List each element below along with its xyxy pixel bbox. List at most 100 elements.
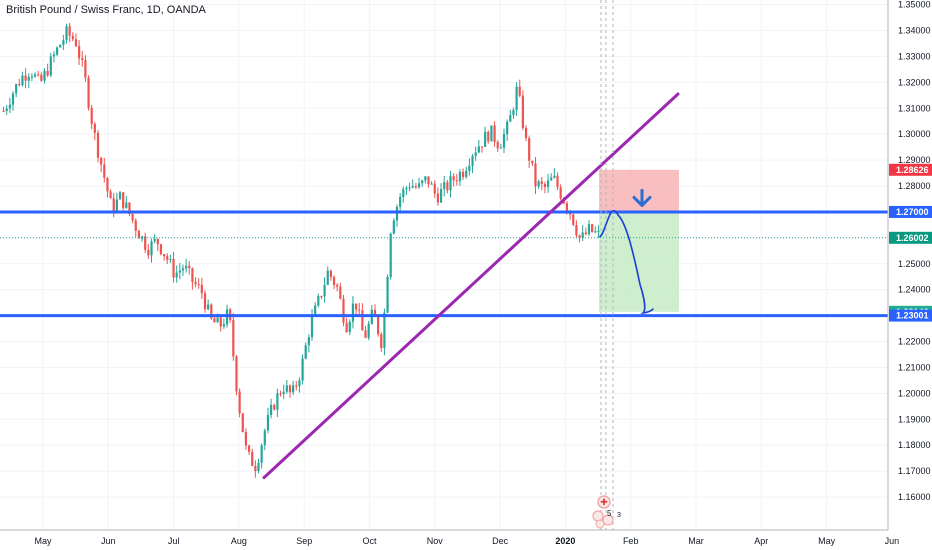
candle-body	[200, 284, 203, 294]
candle-body	[37, 74, 40, 76]
candle-body	[317, 296, 320, 306]
down-arrow-icon	[632, 188, 652, 207]
candle-body	[323, 284, 326, 297]
candle-body	[421, 180, 424, 184]
candle-body	[411, 186, 414, 188]
candle-body	[279, 393, 282, 395]
candle-body	[137, 230, 141, 239]
bottom-time-axis[interactable]: May Jun Jul Aug Sep Oct Nov Dec 2020 Feb Mar Apr May…	[0, 529, 932, 550]
candle-body	[493, 125, 496, 143]
candle-body	[156, 238, 159, 245]
stop-loss-zone[interactable]	[599, 169, 679, 213]
event-markers[interactable]: ✚ 5 3	[592, 495, 621, 529]
y-tick-label: 1.22000	[898, 337, 931, 347]
candle-body	[383, 312, 386, 349]
candle-body	[314, 305, 317, 317]
candle-body	[430, 183, 433, 185]
candle-body	[402, 189, 405, 198]
candle-body	[594, 231, 597, 233]
take-profit-zone[interactable]	[599, 212, 679, 312]
x-tick-label: May	[818, 536, 836, 546]
level-tag	[889, 205, 932, 218]
candle-body	[512, 109, 515, 116]
candle-body	[235, 356, 238, 392]
candle-body	[575, 224, 578, 236]
candle-body	[518, 86, 521, 96]
candle-body	[578, 235, 581, 238]
candle-body	[329, 270, 333, 278]
x-tick-label: Jun	[101, 536, 116, 546]
x-tick-label: Feb	[623, 536, 639, 546]
candle-body	[581, 232, 584, 238]
candle-body	[169, 258, 172, 260]
candle-body	[247, 445, 251, 452]
candle-body	[559, 187, 562, 199]
event-flag-icon[interactable]: ✚	[600, 498, 608, 508]
candle-body	[490, 125, 493, 142]
candle-body	[436, 193, 440, 203]
candle-body	[332, 277, 336, 285]
y-tick-label: 1.25000	[898, 259, 931, 269]
candle-body	[175, 272, 178, 278]
candle-body	[150, 241, 153, 256]
candle-body	[71, 35, 74, 40]
candle-body	[499, 147, 502, 149]
candle-body	[446, 182, 449, 191]
y-tick-label: 1.34000	[898, 26, 931, 36]
candle-body	[399, 197, 402, 207]
candle-body	[216, 317, 219, 323]
candle-body	[59, 44, 62, 48]
candle-body	[395, 206, 399, 221]
candle-body	[540, 181, 543, 184]
candle-body	[207, 304, 210, 310]
candle-body	[153, 238, 156, 242]
candle-body	[109, 191, 112, 199]
candle-body	[461, 171, 465, 177]
candle-body	[81, 58, 84, 61]
candle-body	[232, 320, 235, 357]
candle-body	[11, 93, 15, 105]
candle-body	[159, 244, 163, 255]
candle-body	[8, 104, 11, 109]
candle-body	[166, 256, 169, 260]
candle-body	[210, 304, 213, 319]
ascending-trendline[interactable]	[262, 92, 680, 480]
candle-body	[427, 176, 430, 185]
candle-body	[213, 318, 216, 323]
candle-body	[68, 26, 71, 36]
y-tick-label: 1.17000	[898, 466, 931, 476]
candle-body	[90, 107, 93, 124]
y-tick-label: 1.18000	[898, 440, 931, 450]
candle-body	[134, 220, 137, 231]
candle-body	[266, 414, 270, 431]
right-price-axis[interactable]: 1.35000 1.34000 1.33000 1.32000 1.31000 1.300…	[887, 0, 932, 530]
x-tick-label: Dec	[492, 536, 509, 546]
candle-body	[591, 224, 594, 232]
candle-body	[351, 303, 355, 322]
candle-body	[380, 334, 383, 349]
trendline[interactable]	[262, 92, 680, 480]
candle-body	[18, 84, 21, 86]
candle-body	[33, 74, 37, 77]
y-tick-label: 1.35000	[898, 0, 931, 10]
position-zones	[599, 169, 679, 312]
candle-body	[364, 330, 367, 338]
candle-body	[2, 110, 5, 112]
candle-body	[502, 134, 506, 148]
candle-body	[345, 322, 348, 333]
price-tag-label: 1.28626	[896, 165, 929, 175]
candle-body	[471, 155, 474, 166]
event-count-badge: 5	[607, 509, 612, 518]
candle-body	[115, 199, 118, 212]
chart-title: British Pound / Swiss Franc, 1D, OANDA	[6, 4, 206, 16]
candle-body	[584, 232, 587, 235]
price-tag	[889, 231, 932, 244]
x-tick-label: Mar	[688, 536, 704, 546]
candle-body	[521, 95, 524, 128]
candle-body	[336, 284, 339, 287]
candle-body	[241, 413, 244, 432]
candle-body	[572, 214, 575, 225]
candle-body	[100, 157, 103, 165]
y-tick-label: 1.29000	[898, 155, 931, 165]
